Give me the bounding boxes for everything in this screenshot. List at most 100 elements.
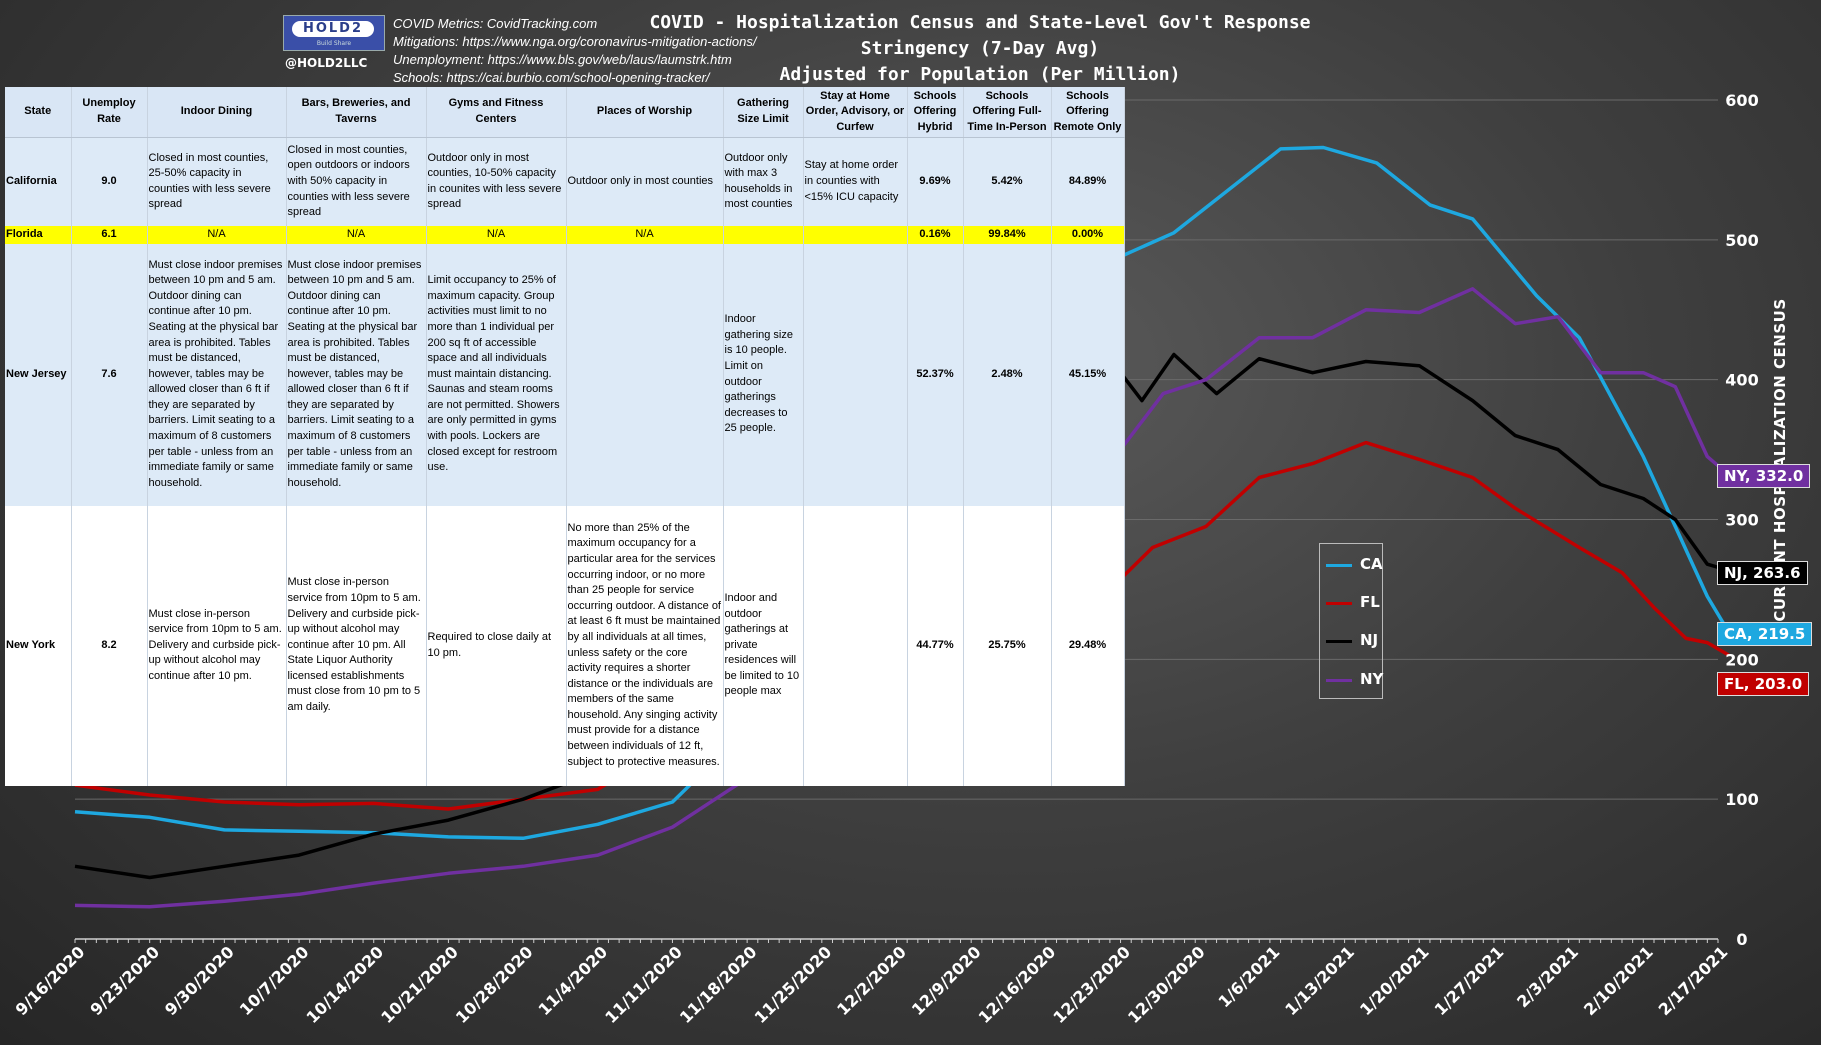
x-tick-label: 10/28/2020 — [452, 942, 537, 1027]
sources-list: COVID Metrics: CovidTracking.com Mitigat… — [393, 15, 756, 87]
x-tick-label: 2/3/2021 — [1513, 942, 1582, 1011]
cell-stay-home — [803, 505, 908, 786]
hold2-logo: HOLD2 Build Share — [283, 15, 385, 51]
cell-indoor-dining: Must close in-person service from 10pm t… — [147, 505, 287, 786]
cell-gyms: Limit occupancy to 25% of maximum capaci… — [426, 243, 567, 506]
source-line: COVID Metrics: CovidTracking.com — [393, 16, 598, 31]
x-tick-label: 11/11/2020 — [601, 942, 686, 1027]
legend-swatch — [1326, 602, 1352, 605]
cell-stay-home: Stay at home order in counties with <15%… — [803, 137, 908, 226]
x-tick-label: 1/27/2021 — [1431, 942, 1508, 1019]
cell-unemployment: 7.6 — [71, 243, 148, 506]
cell-stay-home — [803, 225, 908, 244]
logo-text: HOLD2 — [292, 21, 374, 37]
x-tick-label: 2/17/2021 — [1655, 942, 1732, 1019]
x-tick-label: 11/18/2020 — [676, 942, 761, 1027]
cell-indoor-dining: Must close indoor premises between 10 pm… — [147, 243, 287, 506]
x-tick-label: 11/4/2020 — [534, 942, 611, 1019]
legend-swatch — [1326, 564, 1352, 567]
y-tick-label: 300 — [1725, 511, 1758, 530]
table-row-new-jersey: New Jersey 7.6 Must close indoor premise… — [5, 243, 1125, 506]
col-header: Bars, Breweries, and Taverns — [286, 87, 427, 138]
cell-worship: Outdoor only in most counties — [566, 137, 724, 226]
end-label-nj: NJ, 263.6 — [1717, 561, 1808, 585]
col-header: Schools Offering Remote Only — [1051, 87, 1125, 138]
cell-worship: N/A — [566, 225, 724, 244]
cell-unemployment: 8.2 — [71, 505, 148, 786]
cell-indoor-dining: Closed in most counties, 25-50% capacity… — [147, 137, 287, 226]
cell-stay-home — [803, 243, 908, 506]
source-line: Unemployment: https://www.bls.gov/web/la… — [393, 52, 732, 67]
col-header: Places of Worship — [566, 87, 724, 138]
cell-in-person: 99.84% — [963, 225, 1052, 244]
col-header: Schools Offering Hybrid — [907, 87, 964, 138]
cell-hybrid: 52.37% — [907, 243, 964, 506]
y-tick-label: 400 — [1725, 371, 1758, 390]
cell-gathering: Indoor and outdoor gatherings at private… — [723, 505, 804, 786]
cell-bars: Must close indoor premises between 10 pm… — [286, 243, 427, 506]
table-header-row: State Unemploy Rate Indoor Dining Bars, … — [5, 87, 1125, 138]
y-tick-label: 0 — [1736, 930, 1747, 949]
x-tick-label: 10/21/2020 — [377, 942, 462, 1027]
col-header: Gyms and Fitness Centers — [426, 87, 567, 138]
y-tick-label: 500 — [1725, 231, 1758, 250]
x-tick-label: 9/30/2020 — [161, 942, 238, 1019]
col-header: Schools Offering Full-Time In-Person — [963, 87, 1052, 138]
cell-unemployment: 9.0 — [71, 137, 148, 226]
cell-gathering: Outdoor only with max 3 households in mo… — [723, 137, 804, 226]
x-tick-label: 12/16/2020 — [975, 942, 1060, 1027]
cell-worship — [566, 243, 724, 506]
col-header: Stay at Home Order, Advisory, or Curfew — [803, 87, 908, 138]
cell-bars: Must close in-person service from 10pm t… — [286, 505, 427, 786]
y-tick-label: 200 — [1725, 650, 1758, 669]
y-tick-label: 100 — [1725, 790, 1758, 809]
cell-hybrid: 0.16% — [907, 225, 964, 244]
source-line: Mitigations: https://www.nga.org/coronav… — [393, 34, 757, 49]
legend: CA FL NJ NY — [1319, 543, 1383, 699]
legend-swatch — [1326, 679, 1352, 682]
table-row-california: California 9.0 Closed in most counties, … — [5, 137, 1125, 226]
x-tick-label: 1/6/2021 — [1214, 942, 1283, 1011]
x-tick-label: 12/9/2020 — [908, 942, 985, 1019]
end-label-ca: CA, 219.5 — [1717, 622, 1813, 646]
col-header: Indoor Dining — [147, 87, 287, 138]
x-tick-label: 2/10/2021 — [1580, 942, 1657, 1019]
x-tick-label: 10/7/2020 — [236, 942, 313, 1019]
cell-in-person: 25.75% — [963, 505, 1052, 786]
cell-remote: 0.00% — [1051, 225, 1125, 244]
x-axis: 9/16/20209/23/20209/30/202010/7/202010/1… — [12, 938, 1732, 1027]
col-header: Unemploy Rate — [71, 87, 148, 138]
legend-swatch — [1326, 640, 1352, 643]
y-axis: 0 100 200 300 400 500 600 — [1725, 91, 1758, 949]
legend-label: FL — [1360, 593, 1380, 611]
legend-label: NJ — [1360, 631, 1379, 649]
chart-title: COVID - Hospitalization Census and State… — [600, 10, 1360, 114]
legend-label: NY — [1360, 670, 1384, 688]
x-tick-label: 9/16/2020 — [12, 942, 89, 1019]
cell-in-person: 5.42% — [963, 137, 1052, 226]
x-tick-label: 12/2/2020 — [833, 942, 910, 1019]
cell-gyms: N/A — [426, 225, 567, 244]
x-tick-label: 11/25/2020 — [751, 942, 836, 1027]
end-label-fl: FL, 203.0 — [1717, 672, 1810, 696]
x-tick-label: 12/30/2020 — [1124, 942, 1209, 1027]
cell-bars: Closed in most counties, open outdoors o… — [286, 137, 427, 226]
cell-hybrid: 44.77% — [907, 505, 964, 786]
cell-indoor-dining: N/A — [147, 225, 287, 244]
title-line-2: Adjusted for Population (Per Million) — [779, 64, 1181, 85]
cell-gathering: Indoor gathering size is 10 people. Limi… — [723, 243, 804, 506]
cell-remote: 84.89% — [1051, 137, 1125, 226]
cell-in-person: 2.48% — [963, 243, 1052, 506]
col-header: Gathering Size Limit — [723, 87, 804, 138]
x-tick-label: 12/23/2020 — [1049, 942, 1134, 1027]
source-line: Schools: https://cai.burbio.com/school-o… — [393, 70, 710, 85]
cell-worship: No more than 25% of the maximum occupanc… — [566, 505, 724, 786]
cell-state: New Jersey — [5, 243, 72, 506]
end-label-ny: NY, 332.0 — [1717, 464, 1811, 488]
cell-state: Florida — [5, 225, 72, 244]
cell-bars: N/A — [286, 225, 427, 244]
cell-gyms: Required to close daily at 10 pm. — [426, 505, 567, 786]
cell-remote: 45.15% — [1051, 243, 1125, 506]
policy-table: State Unemploy Rate Indoor Dining Bars, … — [5, 87, 1125, 786]
twitter-handle: @HOLD2LLC — [285, 56, 368, 70]
